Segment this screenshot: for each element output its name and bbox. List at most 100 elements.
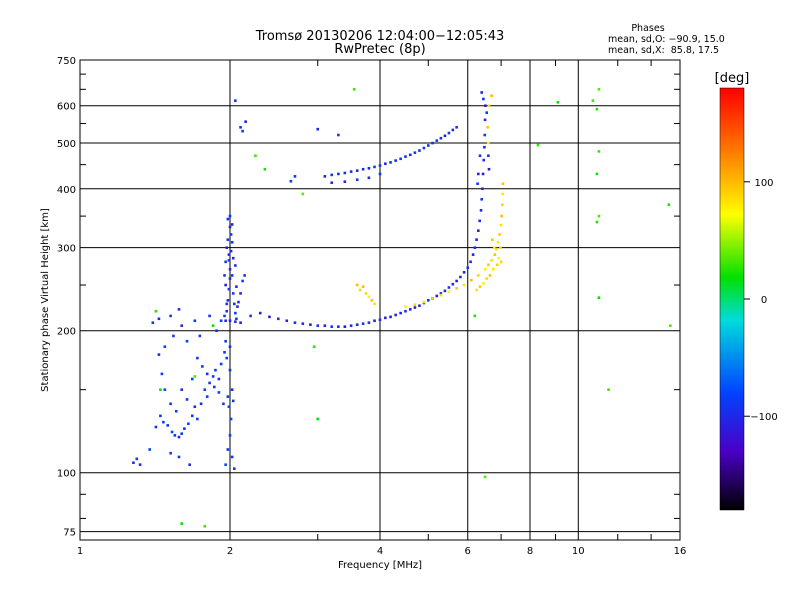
echo-point — [219, 319, 223, 323]
echo-point — [556, 101, 560, 104]
echo-point — [483, 118, 487, 122]
echo-point — [491, 267, 495, 271]
echo-point — [223, 274, 226, 277]
echo-point — [485, 277, 489, 280]
echo-point — [224, 260, 227, 264]
echo-point — [498, 233, 501, 236]
echo-point — [483, 267, 487, 271]
echo-point — [595, 172, 599, 176]
echo-point — [268, 315, 271, 319]
echo-point — [426, 299, 430, 302]
echo-point — [223, 351, 226, 354]
echo-point — [263, 167, 267, 171]
echo-point — [349, 324, 353, 327]
echo-point — [478, 285, 482, 288]
echo-point — [312, 345, 316, 349]
echo-point — [223, 314, 226, 318]
echo-point — [422, 300, 426, 304]
echo-point — [471, 253, 475, 256]
echo-point — [222, 402, 225, 406]
echo-point — [378, 164, 382, 167]
colorbar-gradient — [719, 87, 745, 511]
chart-title-line-2: RwPretec (8p) — [334, 42, 425, 57]
x-tick-label: 1 — [77, 546, 83, 557]
echo-point — [439, 292, 443, 295]
echo-point — [230, 240, 234, 244]
echo-point — [177, 308, 181, 311]
echo-point — [478, 154, 482, 158]
echo-point — [496, 263, 499, 267]
echo-point — [232, 302, 236, 306]
y-tick-label: 500 — [57, 139, 76, 150]
echo-point — [475, 238, 478, 241]
echo-point — [389, 315, 392, 319]
echo-point — [591, 99, 595, 102]
echo-point — [404, 155, 407, 158]
echo-point — [399, 157, 402, 161]
echo-point — [211, 375, 215, 378]
echo-point — [337, 325, 340, 328]
echo-point — [203, 388, 207, 391]
echo-point — [154, 309, 158, 313]
echo-point — [466, 266, 470, 270]
echo-point — [226, 395, 230, 398]
echo-point — [479, 209, 483, 212]
minor-ticks — [80, 60, 680, 540]
echo-point — [439, 293, 443, 297]
echo-point — [477, 172, 480, 176]
echo-point — [293, 175, 297, 178]
echo-point — [482, 97, 485, 101]
echo-point — [367, 176, 371, 180]
echo-point — [316, 127, 320, 131]
echo-point — [477, 229, 480, 232]
echo-point — [384, 316, 387, 320]
echo-point — [157, 353, 161, 356]
echo-point — [199, 402, 203, 406]
echo-point — [217, 377, 221, 381]
echo-point — [301, 192, 305, 196]
echo-point — [190, 414, 194, 418]
echo-point — [439, 136, 443, 140]
echo-point — [399, 311, 402, 315]
echo-point — [487, 104, 491, 108]
phases-box: Phases mean, sd,O: −90.9, 15.0 mean, sd,… — [608, 23, 725, 56]
echo-point — [258, 311, 262, 315]
echo-point — [597, 296, 601, 300]
echo-point — [447, 286, 451, 289]
echo-point — [170, 430, 174, 434]
echo-point — [597, 214, 601, 218]
echo-point — [495, 247, 498, 251]
echo-point — [595, 107, 599, 111]
echo-point — [413, 303, 417, 307]
echo-point — [389, 161, 392, 164]
echo-point — [597, 150, 601, 153]
echo-point — [337, 172, 340, 176]
colorbar: [deg] 100 0 −100 — [715, 71, 778, 511]
echo-point — [169, 402, 172, 406]
echo-point — [476, 182, 479, 186]
echo-point — [384, 162, 387, 166]
echo-point — [230, 388, 234, 391]
echo-point — [367, 167, 371, 170]
echo-point — [426, 144, 430, 147]
echo-point — [231, 399, 235, 403]
echo-point — [241, 279, 244, 283]
echo-point — [226, 217, 230, 221]
echo-point — [431, 297, 434, 300]
phases-o-mode: mean, sd,O: −90.9, 15.0 — [608, 34, 725, 45]
echo-point — [367, 321, 371, 325]
echo-point — [211, 324, 215, 327]
echo-point — [485, 111, 489, 114]
echo-point — [231, 256, 235, 260]
echo-point — [229, 233, 233, 236]
echo-point — [234, 264, 237, 267]
y-tick-label: 200 — [57, 327, 76, 338]
echo-point — [482, 158, 486, 162]
colorbar-ticks: 100 0 −100 — [744, 178, 778, 423]
echo-point — [378, 172, 382, 176]
x-tick-label: 8 — [527, 546, 533, 557]
y-tick-label: 600 — [57, 102, 76, 113]
grid-lines — [80, 60, 680, 540]
echo-point — [459, 275, 462, 279]
echo-point — [422, 146, 426, 150]
